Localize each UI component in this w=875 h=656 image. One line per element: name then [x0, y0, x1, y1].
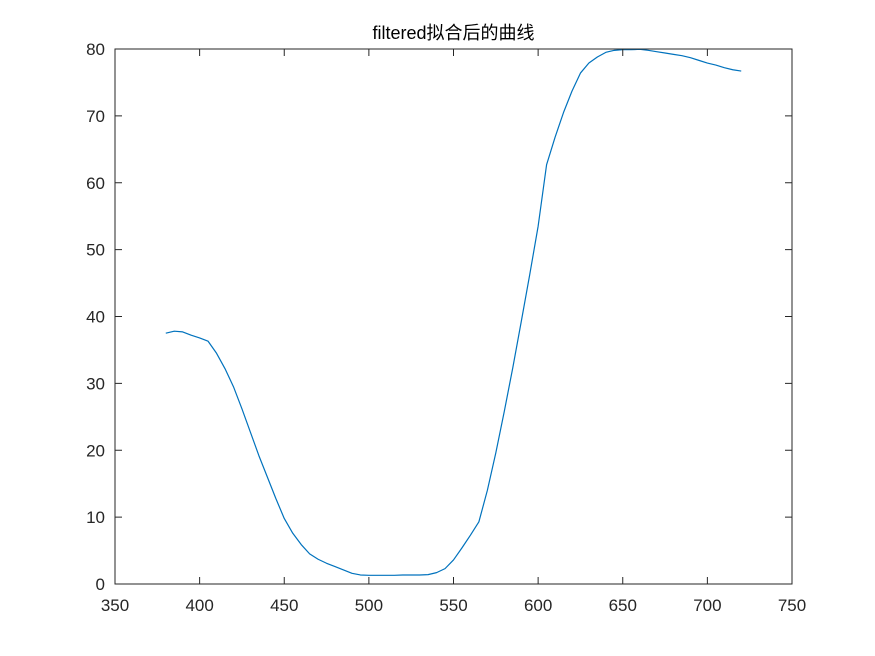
x-tick-label: 350	[101, 596, 129, 615]
y-tick-label: 10	[86, 508, 105, 527]
x-tick-label: 750	[778, 596, 806, 615]
x-tick-label: 500	[355, 596, 383, 615]
series-line-0	[165, 48, 742, 576]
x-tick-label: 700	[693, 596, 721, 615]
plot-area	[115, 49, 792, 584]
y-tick-label: 70	[86, 107, 105, 126]
x-tick-label: 450	[270, 596, 298, 615]
series-layer	[165, 48, 742, 576]
y-tick-label: 80	[86, 40, 105, 59]
x-tick-label: 400	[185, 596, 213, 615]
y-tick-label: 0	[96, 575, 105, 594]
x-tick-label: 550	[439, 596, 467, 615]
y-tick-label: 20	[86, 441, 105, 460]
axes-layer: 350 400 450 500 550 600 650 700 750 0 10 20 30 40 50 60…	[86, 40, 806, 615]
y-tick-label: 40	[86, 308, 105, 327]
y-tick-label: 60	[86, 174, 105, 193]
x-tick-label: 600	[524, 596, 552, 615]
x-tick-label: 650	[609, 596, 637, 615]
chart-title: filtered拟合后的曲线	[372, 23, 534, 43]
y-tick-label: 30	[86, 374, 105, 393]
y-tick-label: 50	[86, 241, 105, 260]
